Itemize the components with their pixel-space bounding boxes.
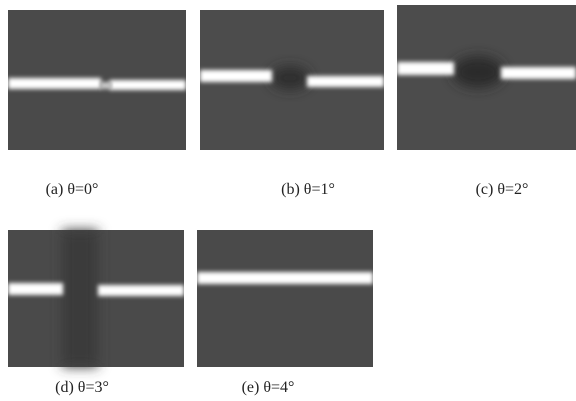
caption: (d) θ=3° [55,379,109,396]
panel-a [8,10,186,150]
caption: (e) θ=4° [242,379,295,396]
caption: (b) θ=1° [281,181,335,198]
panel-d [8,230,184,367]
caption: (c) θ=2° [476,181,529,198]
panel-b [200,10,384,150]
panel-c [397,5,576,150]
panel-e [197,230,373,367]
caption: (a) θ=0° [46,181,99,198]
